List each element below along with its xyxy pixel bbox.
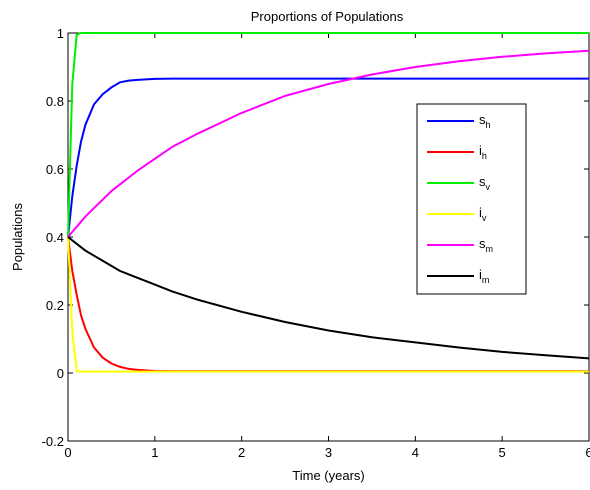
legend-label: sh [479,112,491,130]
x-tick-label: 3 [325,445,332,460]
x-tick-label: 1 [151,445,158,460]
x-tick-label: 4 [412,445,419,460]
y-tick-label: 0.4 [46,230,64,245]
x-tick-label: 5 [499,445,506,460]
y-tick-label: 0.6 [46,162,64,177]
legend-label: im [479,267,489,285]
legend-label-subscript: m [482,275,490,285]
legend-label: ih [479,143,487,161]
x-tick-label: 2 [238,445,245,460]
legend-label-subscript: v [486,182,491,192]
series-line-s-m [67,49,590,238]
series-lines [67,32,590,373]
x-axis-title: Time (years) [292,468,364,483]
series-line-i-m [67,236,590,360]
y-tick-label: 0 [57,366,64,381]
chart-title: Proportions of Populations [251,9,404,24]
x-tick-label: 6 [585,445,590,460]
legend-label-subscript: v [482,213,487,223]
series-line-s-v [67,32,589,238]
y-tick-label: 0.8 [46,94,64,109]
y-tick-label: 0.2 [46,298,64,313]
legend-label-subscript: h [486,120,491,130]
y-tick-label: -0.2 [42,434,64,449]
series-line-s-h [67,77,589,238]
legend-label: sv [479,174,491,192]
y-tick-label: 1 [57,26,64,41]
legend-label: iv [479,205,487,223]
series-line-i-v [67,236,589,373]
legend-label-subscript: h [482,151,487,161]
legend-box [416,103,527,295]
legend-label-subscript: m [486,244,494,254]
y-axis-title: Populations [10,203,25,271]
x-tick-label: 0 [64,445,71,460]
